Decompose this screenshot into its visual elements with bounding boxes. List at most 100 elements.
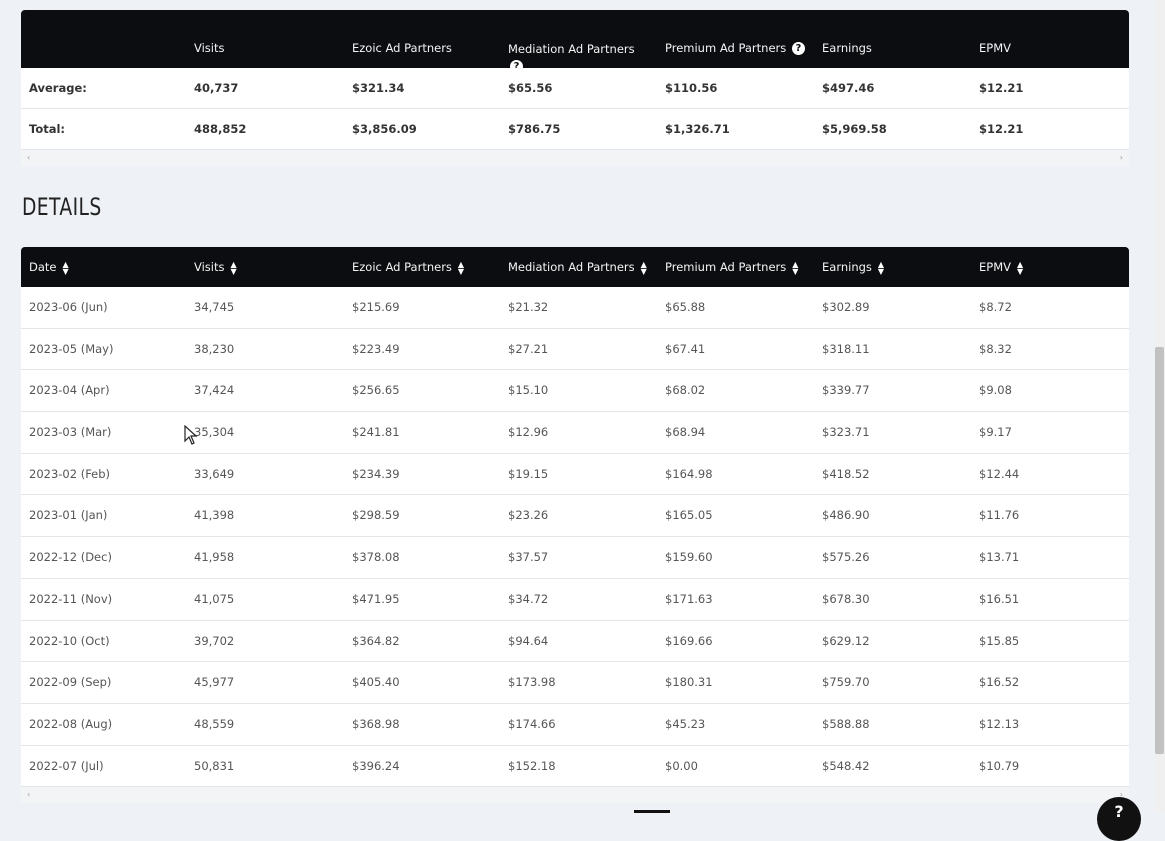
table-cell: 41,075 (194, 591, 235, 606)
details-header-mediation[interactable]: Mediation Ad Partners ▲ ▼ (508, 260, 647, 275)
summary-header-visits: Visits (194, 41, 225, 55)
table-cell: $15.10 (508, 383, 549, 398)
details-table: Date ▲ ▼ Visits ▲ ▼ Ezoic Ad Partners ▲ ▼ Mediati… (21, 247, 1129, 804)
table-cell: $152.18 (508, 758, 556, 773)
summary-row: Average: 40,737 $321.34 $65.56 $110.56 $497.4… (21, 68, 1129, 109)
page-scrollbar-thumb[interactable] (1155, 347, 1164, 754)
summary-cell: $1,326.71 (665, 122, 730, 136)
summary-cell: $110.56 (665, 81, 718, 95)
table-row: 2022-12 (Dec) 41,958 $378.08 $37.57 $159.60 $… (21, 537, 1129, 579)
summary-header-premium: Premium Ad Partners ? (665, 41, 805, 55)
page-scrollbar[interactable] (1154, 0, 1165, 813)
chevron-right-icon[interactable]: › (1119, 153, 1123, 162)
table-cell: $256.65 (352, 383, 400, 398)
details-header-label: Ezoic Ad Partners (352, 260, 452, 274)
table-cell: 41,958 (194, 550, 235, 565)
table-cell: $759.70 (822, 675, 870, 690)
summary-cell: $321.34 (352, 81, 405, 95)
table-cell: $180.31 (665, 675, 713, 690)
table-cell: $588.88 (822, 716, 870, 731)
details-header-premium[interactable]: Premium Ad Partners ▲ ▼ (665, 260, 798, 275)
details-header-label: Mediation Ad Partners (508, 260, 635, 274)
sort-up-icon: ▲ (1017, 259, 1024, 269)
summary-cell: $12.21 (979, 81, 1024, 95)
table-row: 2023-05 (May) 38,230 $223.49 $27.21 $67.41 $3… (21, 328, 1129, 371)
sort-up-icon: ▲ (230, 259, 237, 269)
sort-down-icon: ▼ (792, 266, 799, 276)
chevron-left-icon[interactable]: ‹ (27, 790, 31, 800)
summary-header-epmv: EPMV (979, 41, 1011, 55)
sort-arrows-icon[interactable]: ▲ ▼ (1017, 259, 1024, 276)
table-cell: $169.66 (665, 633, 713, 648)
table-row: 2023-06 (Jun) 34,745 $215.69 $21.32 $65.88 $3… (21, 287, 1129, 329)
table-cell: $21.32 (508, 300, 549, 314)
sort-arrows-icon[interactable]: ▲ ▼ (457, 259, 465, 276)
table-cell: $10.79 (979, 758, 1020, 773)
summary-cell: $5,969.58 (822, 122, 887, 136)
sort-down-icon: ▼ (640, 266, 647, 276)
table-cell: 48,559 (194, 716, 235, 731)
sort-down-icon: ▼ (1017, 266, 1024, 276)
table-cell: $215.69 (352, 300, 400, 314)
table-cell: $37.57 (508, 550, 549, 565)
bottom-marker (634, 810, 670, 813)
table-cell: 45,977 (194, 675, 235, 690)
details-header-label: Earnings (822, 260, 872, 274)
details-table-header: Date ▲ ▼ Visits ▲ ▼ Ezoic Ad Partners ▲ ▼ Mediati… (21, 247, 1129, 287)
summary-cell: Total: (29, 122, 66, 136)
table-cell: 33,649 (194, 466, 235, 481)
sort-up-icon: ▲ (457, 259, 465, 269)
summary-horizontal-scrollbar[interactable]: ‹ › (21, 150, 1129, 166)
table-cell: $13.71 (979, 550, 1020, 565)
sort-arrows-icon[interactable]: ▲ ▼ (640, 260, 647, 276)
table-cell: $234.39 (352, 466, 400, 481)
details-header-epmv[interactable]: EPMV ▲ ▼ (979, 260, 1023, 275)
table-cell: $68.02 (665, 383, 706, 398)
sort-arrows-icon[interactable]: ▲ ▼ (877, 259, 885, 275)
details-header-label: Visits (194, 260, 225, 274)
summary-table: Visits Ezoic Ad Partners Mediation Ad Pa… (21, 10, 1129, 166)
table-cell: 39,702 (194, 633, 235, 648)
sort-down-icon: ▼ (230, 266, 237, 276)
table-row: 2023-03 (Mar) 35,304 $241.81 $12.96 $68.94 $3… (21, 412, 1129, 454)
details-heading: DETAILS (22, 193, 102, 221)
table-row: 2022-11 (Nov) 41,075 $471.95 $34.72 $171.63 $… (21, 578, 1129, 621)
table-cell: $23.26 (508, 508, 549, 523)
table-cell: $298.59 (352, 508, 400, 523)
details-header-visits[interactable]: Visits ▲ ▼ (194, 260, 237, 275)
summary-cell: 488,852 (194, 122, 247, 136)
details-header-earnings[interactable]: Earnings ▲ ▼ (822, 260, 884, 275)
table-cell: $364.82 (352, 633, 400, 648)
table-cell: $159.60 (665, 550, 713, 565)
sort-up-icon: ▲ (877, 259, 885, 269)
table-cell: $486.90 (822, 508, 870, 523)
table-cell: 2023-01 (Jan) (29, 508, 108, 523)
table-cell: $165.05 (665, 508, 713, 523)
sort-up-icon: ▲ (792, 259, 799, 269)
sort-arrows-icon[interactable]: ▲ ▼ (62, 260, 69, 276)
table-cell: 2023-04 (Apr) (29, 383, 110, 398)
table-cell: 50,831 (194, 758, 235, 773)
sort-arrows-icon[interactable]: ▲ ▼ (230, 259, 237, 276)
table-cell: $173.98 (508, 675, 556, 690)
table-cell: $65.88 (665, 300, 706, 314)
summary-table-header: Visits Ezoic Ad Partners Mediation Ad Pa… (21, 10, 1129, 73)
question-circle-icon[interactable]: ? (791, 42, 805, 55)
table-cell: $12.96 (508, 425, 549, 440)
details-header-date[interactable]: Date ▲ ▼ (29, 260, 69, 275)
table-cell: $174.66 (508, 716, 556, 731)
table-cell: $67.41 (665, 341, 706, 356)
sort-down-icon: ▼ (62, 266, 69, 276)
chevron-left-icon[interactable]: ‹ (27, 153, 31, 162)
chevron-right-icon[interactable]: › (1119, 790, 1123, 800)
table-cell: $171.63 (665, 591, 713, 606)
details-header-label: EPMV (979, 260, 1011, 274)
sort-arrows-icon[interactable]: ▲ ▼ (792, 259, 799, 276)
sort-down-icon: ▼ (457, 266, 465, 276)
details-horizontal-scrollbar[interactable]: ‹ › (21, 787, 1129, 804)
table-cell: $11.76 (979, 508, 1020, 523)
details-header-ezoic[interactable]: Ezoic Ad Partners ▲ ▼ (352, 260, 464, 275)
help-chat-button[interactable]: ? (1097, 797, 1141, 841)
summary-cell: $3,856.09 (352, 122, 417, 136)
table-cell: $368.98 (352, 716, 400, 731)
